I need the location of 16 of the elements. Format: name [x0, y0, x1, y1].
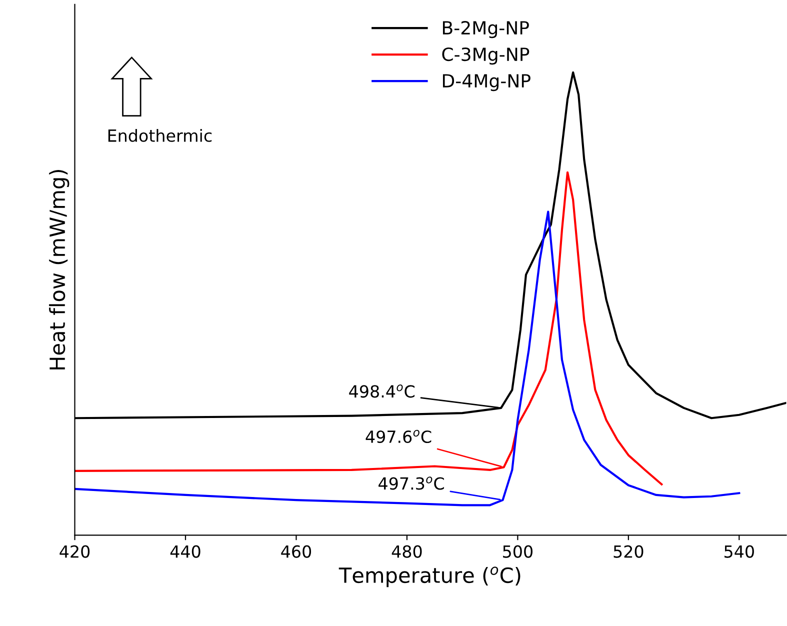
y-axis-title: Heat flow (mW/mg)	[49, 170, 70, 370]
x-tick-label: 420	[60, 545, 90, 558]
x-tick-label: 540	[724, 545, 754, 558]
annotation: 497.6$^{o}$C	[366, 430, 432, 444]
annotation: Endothermic	[108, 129, 212, 142]
legend-label: D-4Mg-NP	[442, 74, 530, 92]
legend-label: B-2Mg-NP	[442, 20, 529, 38]
x-tick-label: 500	[503, 545, 532, 558]
legend-label: C-3Mg-NP	[442, 47, 530, 65]
x-tick-label: 520	[614, 545, 644, 558]
x-tick-label: 440	[170, 545, 200, 558]
x-axis-title: Temperature ($^{o}$C)	[338, 566, 520, 588]
x-tick-label: 480	[392, 545, 422, 558]
x-tick-label: 460	[281, 545, 312, 558]
annotation: 498.4$^{o}$C	[349, 384, 415, 398]
annotation: 497.3$^{o}$C	[378, 476, 444, 490]
